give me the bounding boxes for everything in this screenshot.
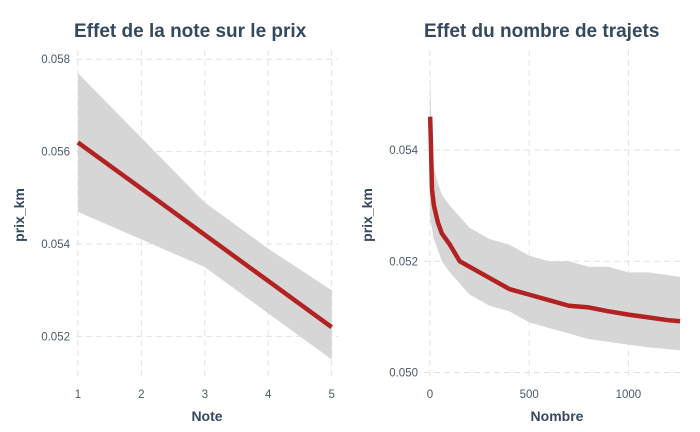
x-tick-label: 4: [265, 389, 272, 401]
x-tick-labels: 0 500 1000: [427, 389, 641, 401]
y-axis-title: prix_km: [359, 188, 375, 242]
y-tick-labels: 0.050 0.052 0.054: [389, 145, 418, 379]
y-tick-labels: 0.052 0.054 0.056 0.058: [41, 54, 70, 343]
x-tick-label: 0: [427, 389, 433, 401]
x-tick-labels: 1 2 3 4 5: [75, 389, 335, 401]
x-axis-title: Note: [191, 408, 222, 424]
chart-title: Effet de la note sur le prix: [74, 21, 307, 42]
y-tick-label: 0.056: [41, 147, 70, 159]
fit-line: [76, 140, 333, 329]
confidence-band-layer: [430, 66, 681, 351]
chart-title: Effet du nombre de trajets: [424, 21, 659, 42]
panel-nombre: 0 500 1000 0.050 0.052 0.054 Effet du nombre…: [359, 21, 684, 424]
confidence-band: [430, 66, 681, 351]
y-tick-label: 0.054: [41, 239, 70, 251]
x-tick-label: 1000: [616, 389, 642, 401]
fit-line: [427, 116, 681, 324]
x-axis-title: Nombre: [531, 408, 584, 424]
y-tick-label: 0.054: [389, 145, 418, 157]
x-tick-label: 5: [328, 389, 334, 401]
x-tick-label: 1: [75, 389, 81, 401]
x-tick-label: 2: [138, 389, 144, 401]
y-axis-title: prix_km: [11, 188, 27, 242]
x-tick-label: 500: [520, 389, 539, 401]
fit-line-layer: [76, 140, 333, 329]
x-tick-label: 3: [202, 389, 208, 401]
y-tick-label: 0.050: [389, 367, 418, 379]
confidence-band: [77, 73, 332, 360]
confidence-band-layer: [77, 73, 332, 360]
y-tick-label: 0.052: [389, 256, 418, 268]
fit-line-layer: [427, 116, 681, 324]
y-tick-label: 0.052: [41, 331, 70, 343]
y-tick-label: 0.058: [41, 54, 70, 66]
panel-note: 1 2 3 4 5 0.052 0.054 0.056 0.058 Effet de la n…: [11, 21, 338, 424]
